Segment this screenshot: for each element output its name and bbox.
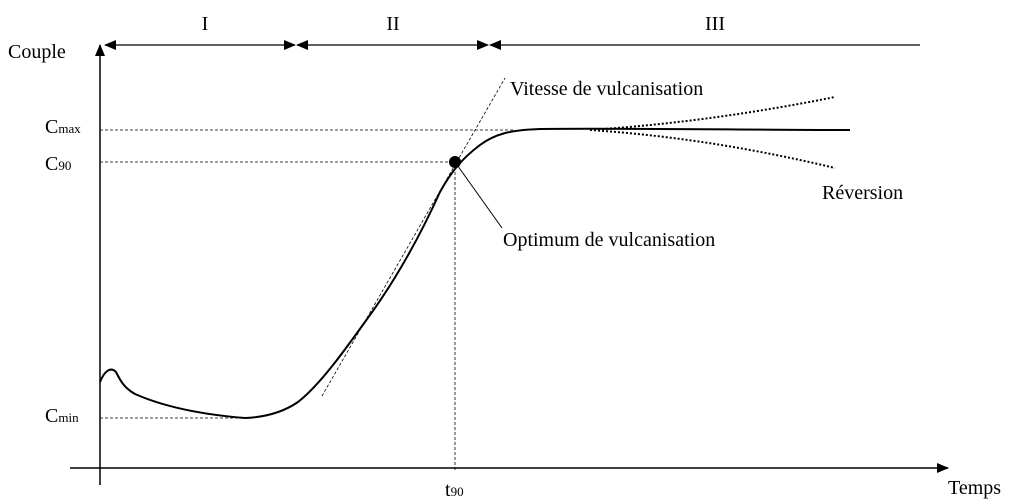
c90-label: C90: [45, 153, 71, 175]
optimum-label: Optimum de vulcanisation: [503, 229, 715, 251]
cure-curve: [99, 127, 851, 420]
leader-line: [454, 161, 503, 229]
y-axis-label: Couple: [8, 41, 66, 63]
t90-label: t90: [445, 479, 464, 501]
rate-label: Vitesse de vulcanisation: [510, 78, 703, 100]
marching-curve: [589, 96, 836, 131]
phase-label: I: [202, 13, 209, 35]
cmax-label: Cmax: [45, 116, 81, 138]
tangent: [321, 77, 506, 397]
phase-label: II: [386, 13, 399, 35]
phase-label: III: [705, 13, 725, 35]
reversion-label: Réversion: [822, 182, 903, 204]
reversion-curve: [589, 129, 836, 169]
cmin-label: Cmin: [45, 405, 79, 427]
x-axis-label: Temps: [948, 477, 1001, 499]
